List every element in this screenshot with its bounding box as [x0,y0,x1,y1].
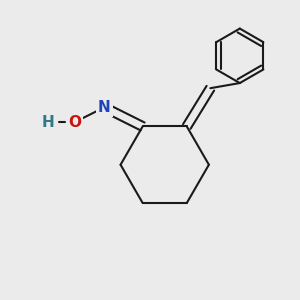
Text: O: O [68,115,81,130]
Text: N: N [98,100,111,115]
Text: H: H [42,115,55,130]
